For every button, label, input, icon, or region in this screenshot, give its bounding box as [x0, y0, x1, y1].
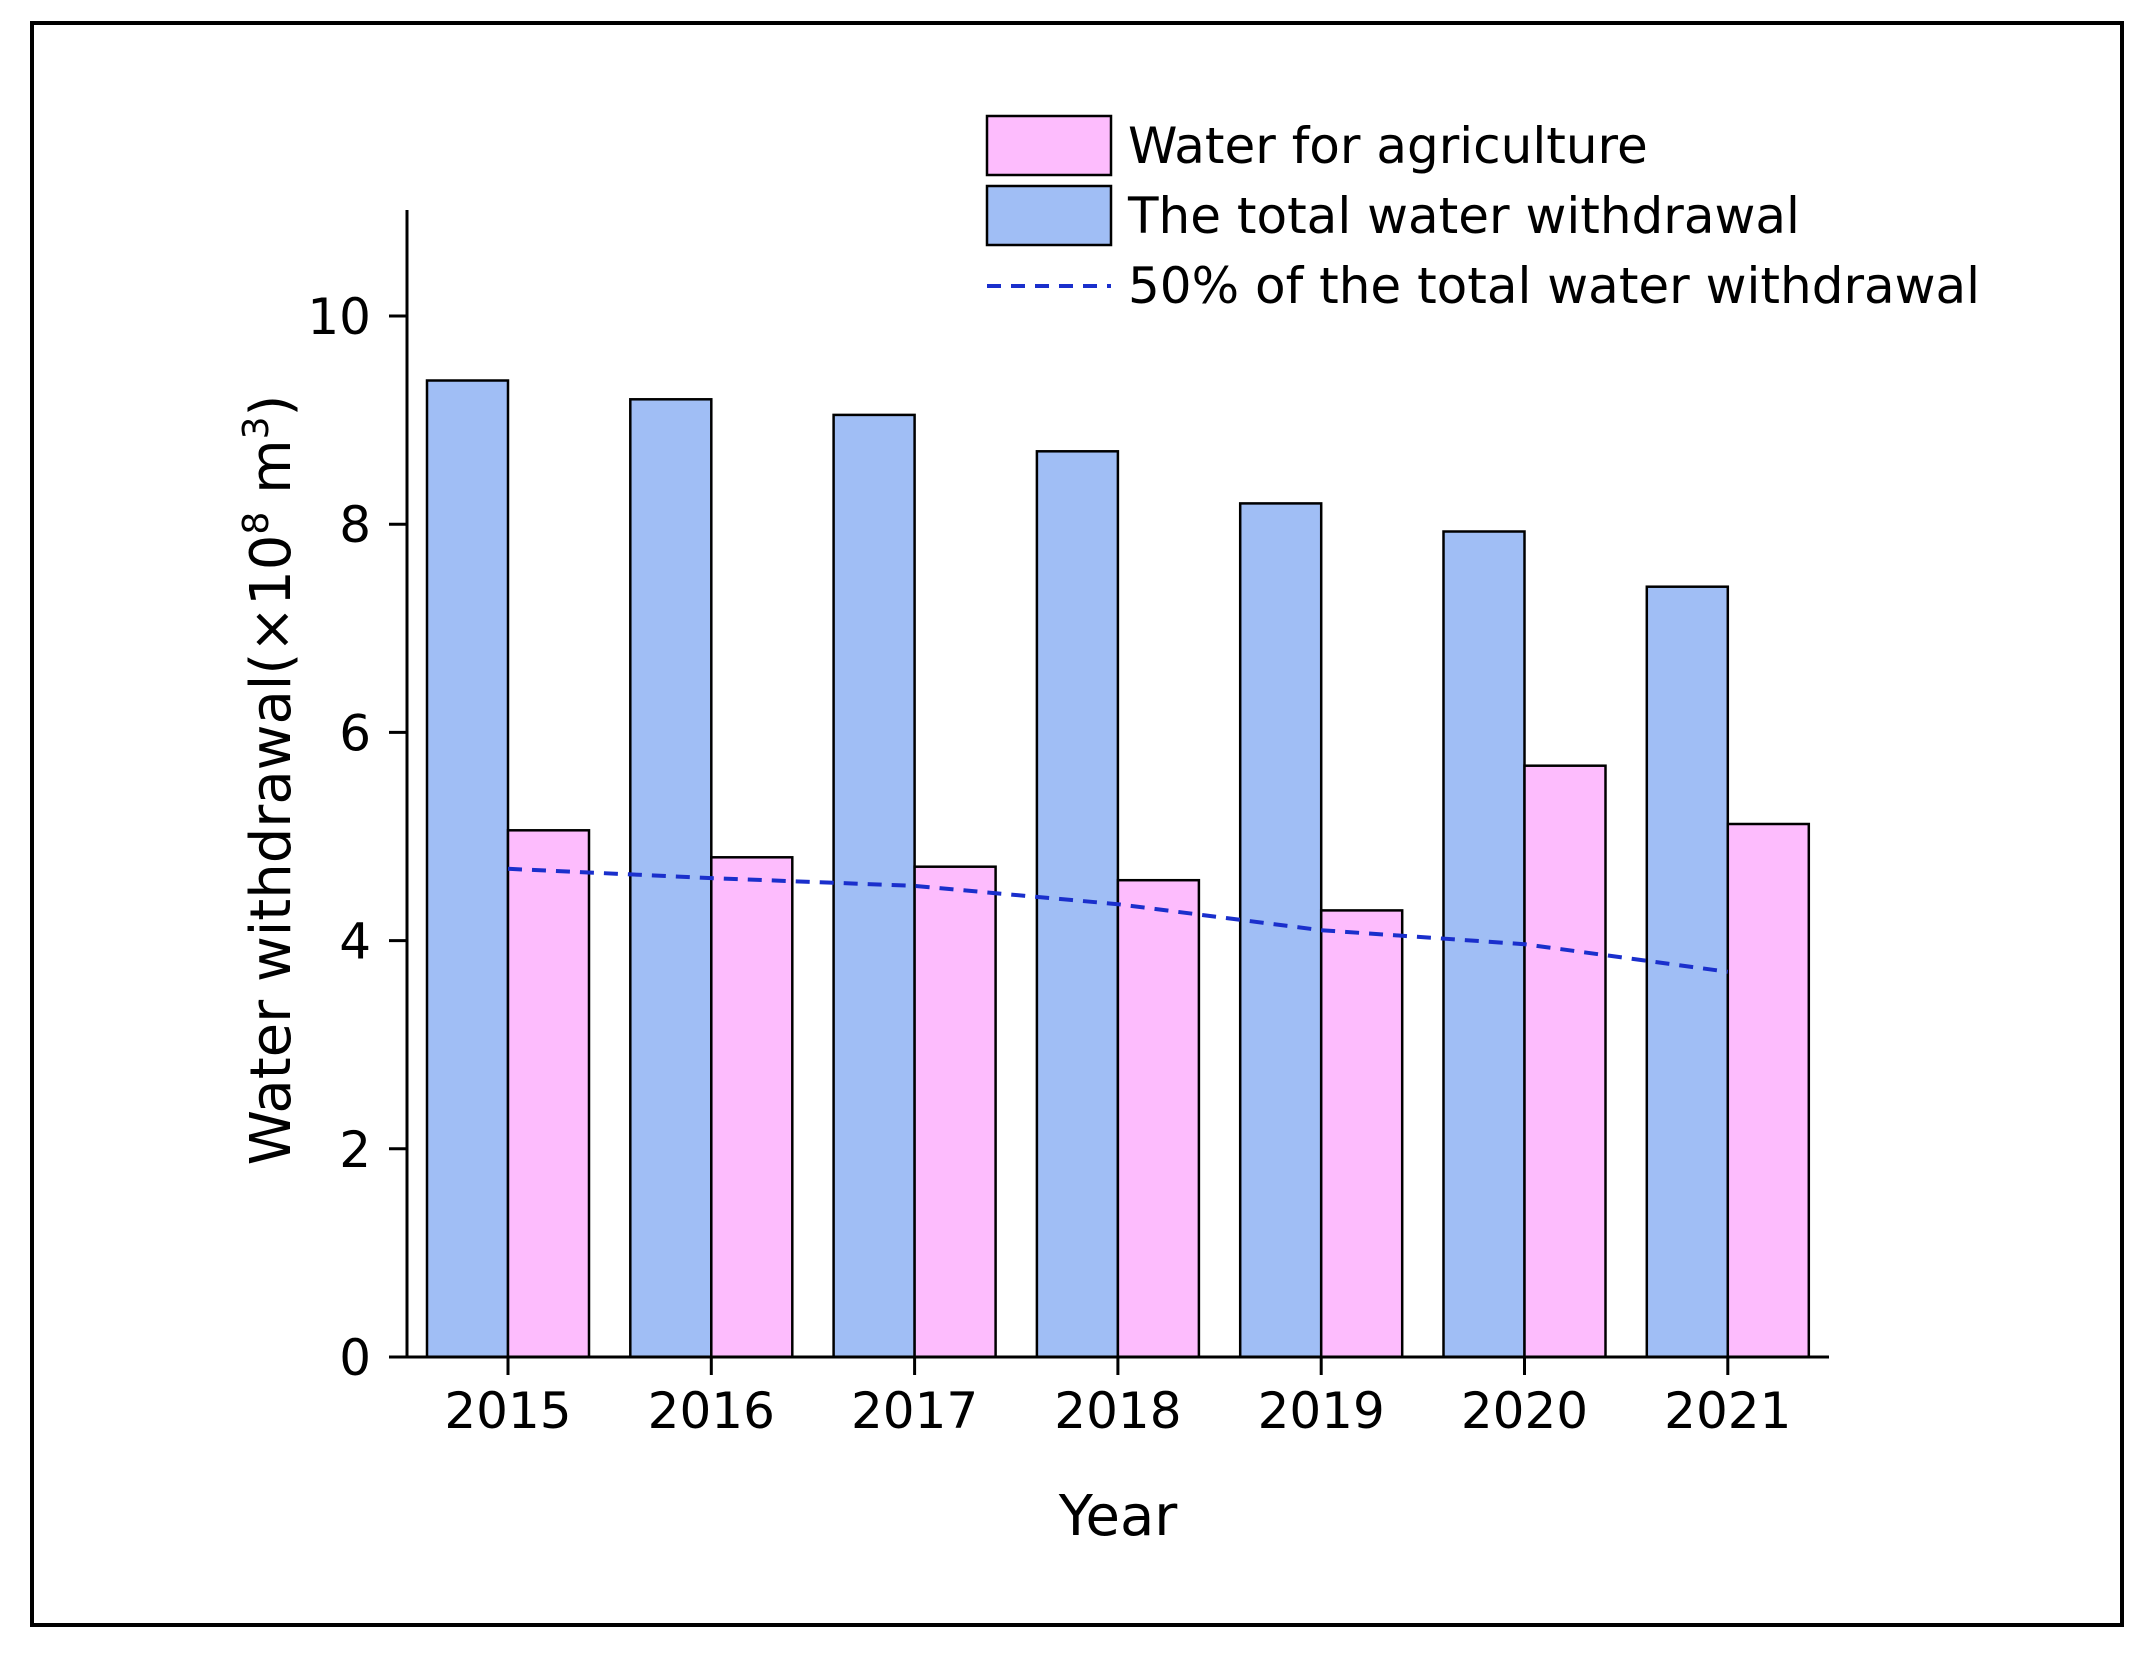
- y-axis-title: Water withdrawal(×108 m3): [236, 395, 304, 1166]
- bar-total-2018: [1035, 450, 1120, 1359]
- y-axis-title-exponent: 8: [236, 512, 277, 535]
- x-axis-title: Year: [1058, 1484, 1179, 1549]
- y-axis-title-unit: m: [239, 439, 304, 511]
- x-tick-label-2016: 2016: [648, 1382, 775, 1440]
- y-axis-title-main: Water withdrawal(×10: [239, 535, 304, 1166]
- bar-agriculture-2018: [1116, 878, 1201, 1359]
- line-half-total: [507, 866, 1729, 974]
- legend-swatch-agriculture: [985, 114, 1113, 177]
- bar-agriculture-2020: [1523, 764, 1607, 1359]
- bar-total-2015: [425, 379, 510, 1359]
- legend-label-half-total: 50% of the total water withdrawal: [1128, 257, 1980, 315]
- legend: Water for agriculture The total water wi…: [985, 114, 1980, 315]
- y-tick-label-2: 2: [339, 1121, 371, 1179]
- y-axis-title-close: ): [239, 395, 304, 417]
- bar-agriculture-2015: [506, 829, 591, 1359]
- legend-label-total: The total water withdrawal: [1127, 187, 1800, 245]
- trend-line-layer: [507, 866, 1729, 974]
- x-tick-label-2019: 2019: [1258, 1382, 1385, 1440]
- y-axis-title-unit-exponent: 3: [236, 416, 277, 439]
- y-tick-label-10: 10: [307, 288, 371, 346]
- bars-layer: [425, 379, 1811, 1359]
- bar-agriculture-2017: [913, 865, 997, 1359]
- x-tick-label-2021: 2021: [1664, 1382, 1791, 1440]
- x-tick-label-2018: 2018: [1054, 1382, 1181, 1440]
- y-ticks-layer: 0 2 4 6 8 10: [307, 288, 407, 1387]
- y-tick-label-0: 0: [339, 1329, 371, 1387]
- bar-total-2020: [1442, 530, 1526, 1359]
- legend-swatch-total: [985, 184, 1113, 247]
- x-ticks-layer: 2015 2016 2017 2018 2019 2020 2021: [444, 1357, 1791, 1440]
- x-tick-label-2017: 2017: [851, 1382, 978, 1440]
- x-tick-label-2015: 2015: [444, 1382, 571, 1440]
- bar-agriculture-2019: [1319, 909, 1404, 1359]
- legend-label-agriculture: Water for agriculture: [1128, 117, 1648, 175]
- bar-agriculture-2016: [710, 856, 794, 1359]
- x-tick-label-2020: 2020: [1461, 1382, 1588, 1440]
- bar-total-2016: [629, 398, 713, 1359]
- y-tick-label-6: 6: [339, 704, 371, 762]
- axes-layer: [389, 210, 1829, 1359]
- y-tick-label-8: 8: [339, 496, 371, 554]
- y-tick-label-4: 4: [339, 913, 371, 971]
- bar-agriculture-2021: [1726, 822, 1811, 1359]
